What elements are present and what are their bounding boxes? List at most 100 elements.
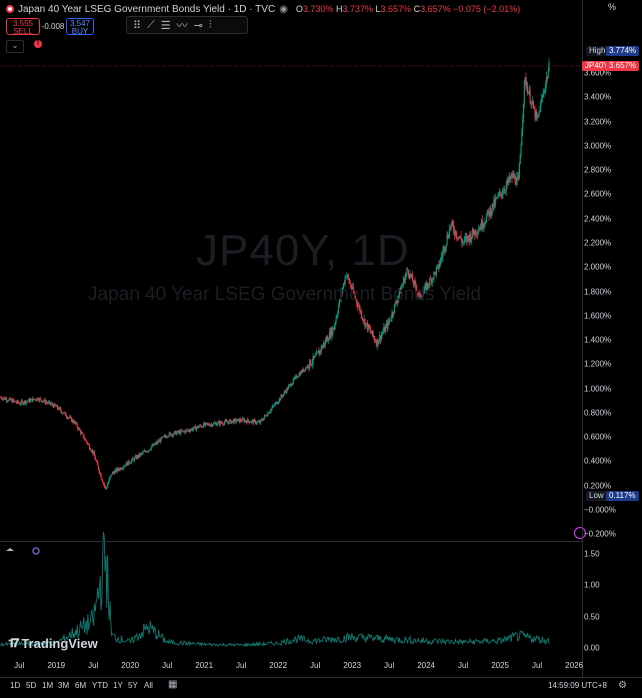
range-button-all[interactable]: All [144,681,153,690]
candle-body [488,211,490,217]
candle-body [316,352,318,353]
candle-body [490,211,493,216]
eye-icon[interactable]: ◉ [279,3,288,15]
candle-body [160,437,162,442]
gear-icon[interactable]: ⚙ [618,680,627,691]
indicator-collapse-icon [6,548,14,551]
candle-body [292,378,294,384]
tradingview-logo[interactable]: 𝟏𝟕 TradingView [8,636,98,651]
candle-body [74,421,77,424]
candle-body [125,462,128,466]
symbol-title[interactable]: Japan 40 Year LSEG Government Bonds Yiel… [18,3,276,15]
time-tick: 2022 [269,661,288,670]
candle-body [290,384,292,387]
calendar-icon[interactable]: ▦ [168,679,178,690]
fib-icon[interactable]: ☰ [160,19,171,32]
candle-body [396,302,398,304]
candle-body [385,323,387,327]
candle-body [497,194,499,199]
candle-body [435,268,437,275]
range-button-1d[interactable]: 1D [10,681,21,690]
candle-body [43,399,45,402]
candle-body [162,436,164,438]
vertical-line-icon[interactable]: ⫶ [208,18,212,31]
candle-body [16,400,18,403]
candle-body [185,430,187,433]
horizontal-line-icon[interactable]: ⊸ [193,19,203,32]
candle-body [184,431,186,433]
candle-body [116,468,119,472]
candle-body [516,177,518,186]
candle-body [201,426,203,428]
candle-body [31,398,33,402]
candle-body [161,437,163,439]
candle-body [320,346,322,352]
ohlc-low-value: 3.657% [380,4,412,14]
candle-body [445,244,447,249]
candle-body [314,355,316,358]
candle-body [446,235,448,245]
candle-body [105,487,107,489]
percent-scale-button[interactable]: % [607,2,616,12]
price-tick: 2.200% [584,238,612,248]
candle-body [458,236,461,238]
brush-icon[interactable]: 〰 [176,20,188,32]
range-button-5y[interactable]: 5Y [128,681,138,690]
candle-body [243,419,245,423]
candle-body [134,457,136,461]
candle-body [23,400,26,404]
range-button-1m[interactable]: 1M [42,681,54,690]
pane-separator[interactable] [0,541,582,542]
candle-body [398,289,401,296]
candle-body [465,236,467,239]
sell-button[interactable]: 3.555 SELL [6,18,40,36]
candle-body [97,465,100,470]
candle-body [145,451,147,453]
candle-body [417,293,419,295]
candle-body [164,435,166,437]
time-tick: Jul [88,661,99,670]
buy-button[interactable]: 3.547 BUY [66,18,94,36]
candle-body [242,418,244,420]
alert-icon[interactable]: ! [34,40,42,48]
candle-body [270,408,272,412]
candle-body [381,333,383,336]
range-button-5d[interactable]: 5D [26,681,37,690]
candle-body [57,408,59,410]
candle-body [334,322,336,326]
candle-body [245,421,248,423]
chevron-down-icon[interactable]: ⌄ [6,40,24,53]
ohlc-high-value: 3.737% [342,4,374,14]
candle-body [150,447,152,450]
time-tick: 2020 [121,661,140,670]
candle-body [147,451,149,452]
candle-body [206,422,208,424]
candle-body [346,276,348,277]
range-button-3m[interactable]: 3M [58,681,70,690]
candle-body [462,242,464,244]
candle-body [545,83,547,91]
candle-body [535,112,537,119]
candle-body [410,273,412,277]
drag-handle-icon[interactable]: ⠿ [133,19,142,32]
candle-body [152,445,154,447]
range-button-ytd[interactable]: YTD [92,681,108,690]
candle-body [24,400,26,404]
candle-body [517,176,519,178]
candle-body [197,426,199,428]
ohlc-high-key: H [335,4,343,14]
range-button-6m[interactable]: 6M [75,681,87,690]
candle-body [287,388,289,390]
candle-body [372,330,374,336]
candle-body [159,440,161,442]
candle-body [422,293,424,298]
trend-line-icon[interactable]: ⟋ [147,18,155,31]
candle-body [22,401,24,405]
range-button-1y[interactable]: 1Y [113,681,123,690]
candle-body [113,472,115,475]
candle-body [448,236,450,238]
candle-body [289,384,291,385]
candle-body [360,311,363,318]
time-tick: Jul [14,661,25,670]
